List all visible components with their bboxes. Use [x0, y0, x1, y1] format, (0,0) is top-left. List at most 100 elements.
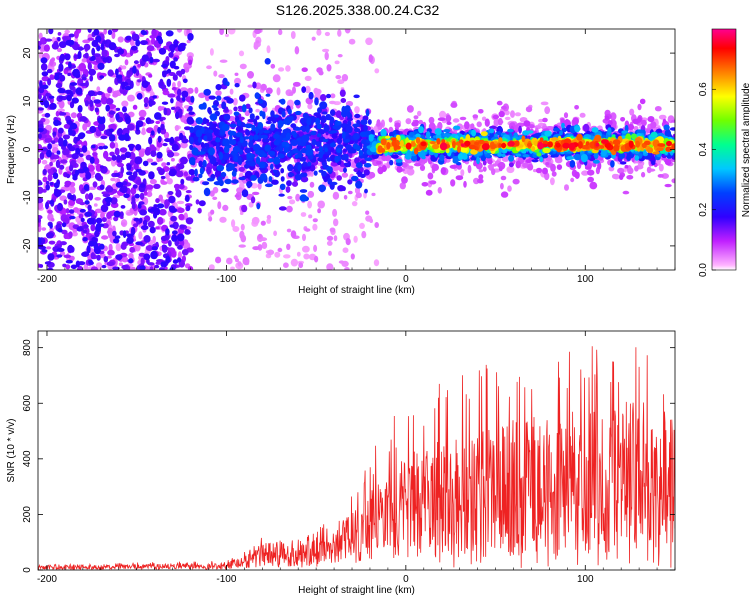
heatmap-cell — [556, 164, 563, 171]
heatmap-cell — [95, 57, 100, 64]
heatmap-cell — [374, 222, 380, 228]
heatmap-cell — [181, 90, 189, 98]
heatmap-cell — [662, 118, 667, 124]
heatmap-cell — [38, 181, 43, 186]
heatmap-cell — [157, 216, 164, 225]
heatmap-cell — [265, 93, 271, 97]
heatmap-cell — [286, 152, 292, 157]
heatmap-cell — [314, 97, 319, 106]
heatmap-cell — [264, 144, 272, 152]
heatmap-cell — [671, 178, 675, 184]
heatmap-cell — [48, 95, 55, 99]
heatmap-cell — [619, 161, 627, 165]
heatmap-cell — [297, 164, 302, 172]
heatmap-cell — [260, 134, 269, 139]
heatmap-cell — [58, 41, 67, 49]
heatmap-cell — [518, 125, 522, 134]
heatmap-cell — [72, 68, 80, 78]
heatmap-cell — [203, 88, 211, 96]
heatmap-cell — [157, 135, 162, 143]
heatmap-cell — [335, 110, 342, 119]
heatmap-cell — [41, 159, 48, 165]
heatmap-cell — [109, 128, 114, 133]
heatmap-cell — [232, 145, 240, 153]
heatmap-cell — [406, 168, 415, 176]
heatmap-cell — [108, 243, 113, 252]
heatmap-cell — [477, 178, 484, 184]
heatmap-cell — [431, 163, 439, 171]
heatmap-cell — [105, 98, 114, 105]
heatmap-cell — [506, 166, 515, 174]
heatmap-cell — [63, 186, 71, 192]
heatmap-cell — [126, 163, 132, 171]
heatmap-cell — [139, 183, 146, 188]
heatmap-cell — [501, 156, 510, 162]
heatmap-cell — [396, 166, 403, 173]
heatmap-cell — [47, 253, 55, 261]
heatmap-cell — [229, 123, 237, 128]
heatmap-cell — [290, 31, 296, 39]
heatmap-cell — [299, 194, 308, 202]
heatmap-cell — [147, 208, 156, 213]
heatmap-cell — [570, 177, 575, 183]
heatmap-cell — [69, 164, 74, 172]
heatmap-cell — [45, 184, 50, 191]
heatmap-cell — [333, 218, 339, 227]
heatmap-cell — [373, 259, 380, 267]
heatmap-cell — [117, 128, 123, 136]
heatmap-cell — [114, 147, 120, 156]
heatmap-cell — [304, 85, 311, 94]
heatmap-cell — [139, 192, 145, 200]
heatmap-cell — [535, 167, 543, 174]
heatmap-cell — [181, 96, 186, 102]
heatmap-cell — [540, 101, 549, 106]
heatmap-cell — [190, 95, 195, 103]
heatmap-cell — [66, 94, 72, 102]
heatmap-cell — [278, 67, 285, 72]
heatmap-cell — [84, 200, 90, 205]
heatmap-cell — [160, 181, 168, 185]
heatmap-cell — [38, 107, 44, 111]
heatmap-cell — [78, 153, 84, 158]
heatmap-cell — [138, 116, 145, 121]
heatmap-cell — [155, 120, 161, 125]
heatmap-cell — [618, 174, 624, 181]
heatmap-cell — [125, 233, 134, 237]
heatmap-cell — [211, 104, 218, 109]
heatmap-cell — [332, 208, 338, 217]
heatmap-cell — [326, 64, 332, 72]
heatmap-cell — [107, 227, 113, 234]
heatmap-cell — [146, 191, 153, 198]
heatmap-cell — [144, 102, 148, 108]
heatmap-cell — [44, 112, 51, 118]
heatmap-cell — [53, 119, 60, 127]
heatmap-cell — [93, 99, 101, 104]
heatmap-cell — [376, 160, 382, 165]
heatmap-cell — [79, 82, 87, 87]
heatmap-cell — [301, 134, 310, 143]
heatmap-cell — [629, 108, 635, 116]
heatmap-cell — [169, 136, 175, 145]
heatmap-cell — [264, 58, 271, 65]
heatmap-cell — [292, 81, 301, 87]
heatmap-cell — [168, 195, 176, 204]
heatmap-cell — [257, 182, 262, 190]
heatmap-cell — [91, 144, 96, 149]
heatmap-cell — [233, 111, 240, 116]
heatmap-cell — [637, 116, 642, 122]
heatmap-cell — [344, 29, 351, 34]
heatmap-cell — [550, 163, 556, 172]
heatmap-cell — [305, 149, 314, 156]
heatmap-cell — [273, 230, 277, 237]
heatmap-cell — [45, 201, 49, 210]
heatmap-cell — [251, 216, 260, 225]
heatmap-cell — [53, 182, 60, 189]
heatmap-cell — [428, 116, 435, 124]
heatmap-cell — [445, 114, 452, 122]
heatmap-cell — [240, 234, 247, 243]
heatmap-cell — [93, 203, 98, 207]
heatmap-cell — [75, 260, 81, 268]
heatmap-cell — [135, 241, 143, 246]
heatmap-cell — [225, 81, 230, 87]
heatmap-cell — [219, 216, 227, 223]
